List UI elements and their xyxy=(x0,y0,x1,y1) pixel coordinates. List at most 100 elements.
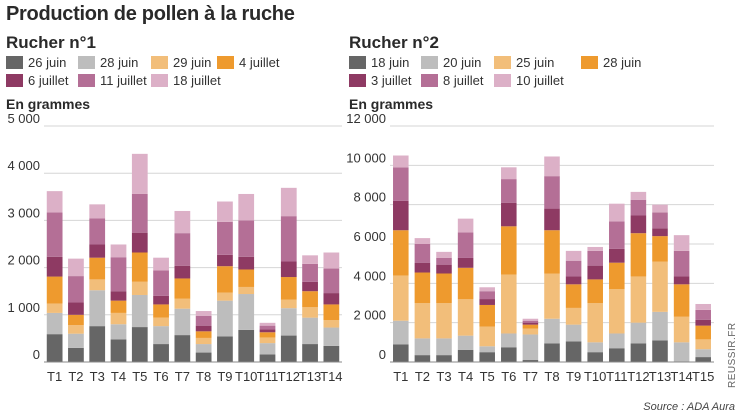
x-tick-label: T10 xyxy=(235,369,257,384)
x-tick-label: T13 xyxy=(299,369,321,384)
bar-segment xyxy=(630,233,647,277)
y-tick-label: 2 000 xyxy=(353,308,386,323)
x-tick-label: T5 xyxy=(132,369,147,384)
y-tick-label: 2 000 xyxy=(7,253,40,268)
bar-segment xyxy=(259,343,276,355)
bar-segment xyxy=(238,294,255,330)
bar-segment xyxy=(110,339,127,362)
bar-segment xyxy=(565,307,582,325)
x-tick-label: T6 xyxy=(153,369,168,384)
bar-segment xyxy=(174,233,191,266)
x-tick-label: T9 xyxy=(566,369,581,384)
bar-segment xyxy=(673,284,690,317)
bar-segment xyxy=(522,328,539,335)
x-tick-label: T14 xyxy=(670,369,692,384)
bar-segment xyxy=(89,204,106,219)
bar-segment xyxy=(323,268,340,294)
bar-segment xyxy=(544,273,560,319)
legend-item: 10 juillet xyxy=(494,73,564,88)
bar-segment xyxy=(46,276,63,304)
bar-segment xyxy=(110,244,127,258)
bar-segment xyxy=(501,274,517,334)
bar-segment xyxy=(238,193,255,221)
bar-segment xyxy=(323,293,340,305)
y-tick-label: 1 000 xyxy=(7,300,40,315)
legend-label: 28 juin xyxy=(100,55,139,70)
bar-segment xyxy=(131,281,148,295)
bar-segment xyxy=(565,284,582,308)
bar-segment xyxy=(695,309,711,320)
bar-segment xyxy=(457,257,474,268)
bar-segment xyxy=(695,319,711,326)
bar-segment xyxy=(479,346,495,353)
x-tick-label: T2 xyxy=(415,369,430,384)
bar-segment xyxy=(630,191,647,200)
y-tick-label: 0 xyxy=(379,347,386,362)
legend-label: 25 juin xyxy=(516,55,555,70)
bar-segment xyxy=(587,246,603,251)
watermark: REUSSIR.FR xyxy=(727,322,738,388)
bar-segment xyxy=(68,302,84,315)
bar-segment xyxy=(195,352,212,362)
legend-swatch xyxy=(349,74,366,87)
legend-item: 28 juin xyxy=(78,55,138,70)
bar-segment xyxy=(414,355,431,362)
bar-segment xyxy=(46,191,63,213)
bar-segment xyxy=(131,252,148,282)
x-tick-label: T3 xyxy=(436,369,451,384)
bar-segment xyxy=(609,348,625,362)
x-tick-label: T11 xyxy=(606,369,627,384)
bar-segment xyxy=(565,324,582,342)
bar-segment xyxy=(323,345,340,362)
y-tick-label: 5 000 xyxy=(7,111,40,126)
bar-segment xyxy=(609,221,625,249)
bar-segment xyxy=(630,215,647,234)
bar-segment xyxy=(110,312,127,325)
bar-segment xyxy=(238,286,255,295)
bar-segment xyxy=(302,344,318,362)
bar-segment xyxy=(280,335,297,362)
bar-segment xyxy=(609,289,625,334)
bar-segment xyxy=(259,354,276,362)
bar-segment xyxy=(280,261,297,278)
y-tick-label: 8 000 xyxy=(353,190,386,205)
chart-panel-rucher-1: Rucher n°1 26 juin 28 juin 29 juin 4 jui… xyxy=(0,0,370,419)
bar-segment xyxy=(630,276,647,323)
bar-segment xyxy=(131,327,148,362)
legend-label: 28 juin xyxy=(603,55,642,70)
legend-item: 6 juillet xyxy=(6,73,68,88)
bar-segment xyxy=(695,303,711,310)
legend-label: 20 juin xyxy=(443,55,482,70)
x-tick-label: T8 xyxy=(196,369,211,384)
bar-segment xyxy=(436,257,452,265)
legend-item: 18 juillet xyxy=(151,73,221,88)
bar-segment xyxy=(630,199,647,216)
bar-segment xyxy=(131,153,148,194)
x-tick-label: T1 xyxy=(47,369,62,384)
bar-segment xyxy=(479,287,495,292)
legend-item: 26 juin xyxy=(6,55,66,70)
bar-segment xyxy=(393,167,409,201)
y-tick-label: 4 000 xyxy=(353,268,386,283)
bar-segment xyxy=(522,360,539,362)
legend-swatch xyxy=(78,74,95,87)
x-tick-label: T9 xyxy=(217,369,232,384)
bar-segment xyxy=(46,212,63,257)
x-tick-label: T6 xyxy=(501,369,516,384)
bar-segment xyxy=(695,357,711,362)
bar-segment xyxy=(153,317,169,327)
bar-segment xyxy=(414,338,431,356)
bar-segment xyxy=(457,218,474,233)
bar-segment xyxy=(302,291,318,308)
y-tick-label: 4 000 xyxy=(7,158,40,173)
bar-segment xyxy=(89,326,106,362)
bar-segment xyxy=(302,307,318,318)
page-title: Production de pollen à la ruche xyxy=(6,3,295,25)
bar-segment xyxy=(46,334,63,362)
bar-segment xyxy=(217,292,233,301)
bar-segment xyxy=(501,202,517,227)
y-axis-unit-label: En grammes xyxy=(349,96,434,112)
bar-segment xyxy=(217,221,233,255)
bar-segment xyxy=(174,308,191,336)
bar-segment xyxy=(323,252,340,269)
